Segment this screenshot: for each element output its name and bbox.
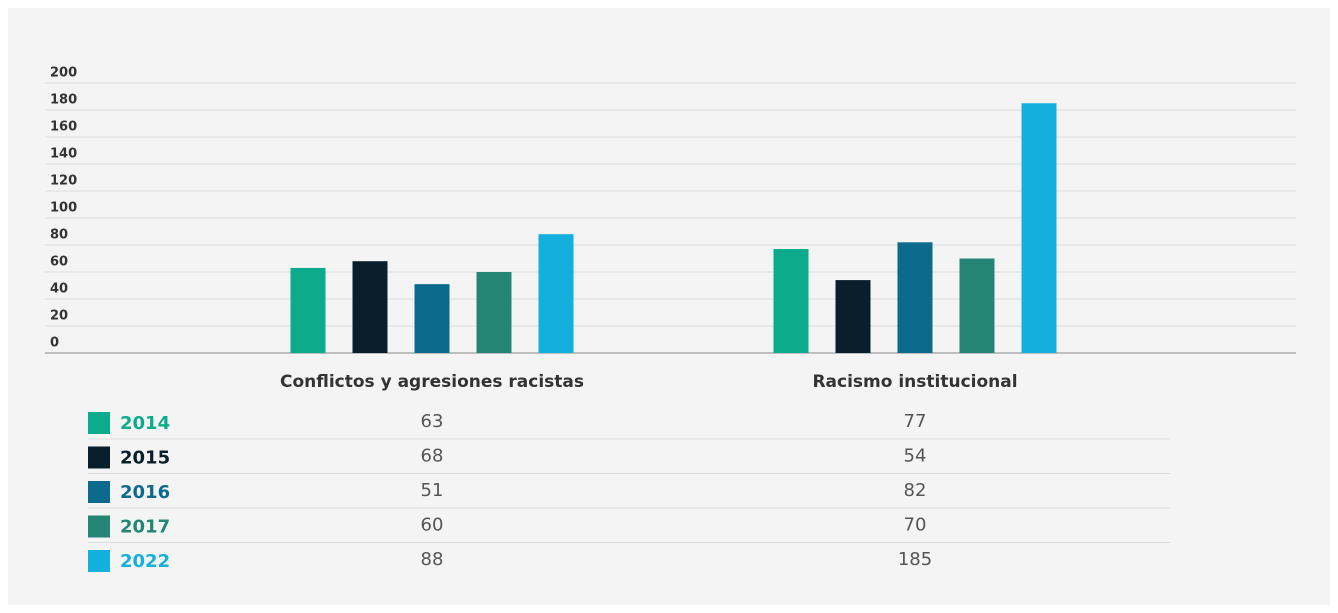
table-value: 185	[898, 549, 932, 570]
legend-label: 2016	[120, 482, 170, 503]
table-value: 51	[421, 480, 444, 501]
table-value: 54	[904, 446, 927, 467]
legend-swatch	[88, 515, 110, 538]
table-value: 77	[904, 411, 927, 432]
legend-label: 2017	[120, 517, 170, 538]
legend-label: 2022	[120, 551, 170, 572]
bar	[538, 234, 574, 353]
panel	[8, 8, 1330, 605]
bar	[959, 258, 995, 353]
y-tick-label: 100	[50, 201, 77, 216]
bar	[352, 261, 388, 353]
legend-swatch	[88, 446, 110, 469]
bar	[414, 284, 450, 353]
x-tick-label: Racismo institucional	[812, 372, 1017, 392]
y-tick-label: 180	[50, 93, 77, 108]
y-tick-label: 0	[50, 336, 59, 351]
bar	[290, 267, 326, 353]
y-tick-label: 160	[50, 120, 77, 135]
table-value: 82	[904, 480, 927, 501]
y-tick-label: 60	[50, 255, 68, 270]
legend-swatch	[88, 412, 110, 434]
legend-swatch	[88, 481, 110, 503]
table-value: 60	[421, 515, 444, 536]
table-value: 70	[904, 515, 927, 536]
x-tick-label: Conflictos y agresiones racistas	[280, 372, 584, 392]
y-tick-label: 80	[50, 228, 68, 243]
bar	[835, 280, 871, 353]
y-tick-label: 20	[50, 309, 68, 324]
y-tick-label: 140	[50, 147, 77, 162]
y-tick-label: 120	[50, 174, 77, 189]
table-value: 68	[421, 446, 444, 467]
legend-label: 2015	[120, 448, 170, 469]
bar	[476, 272, 512, 353]
legend-label: 2014	[120, 413, 170, 434]
table-value: 63	[421, 411, 444, 432]
table-value: 88	[421, 549, 444, 570]
y-tick-label: 40	[50, 282, 68, 297]
bar	[897, 242, 933, 353]
bar	[1021, 103, 1057, 353]
bar	[773, 249, 809, 353]
legend-swatch	[88, 550, 110, 572]
y-tick-label: 200	[50, 66, 77, 81]
